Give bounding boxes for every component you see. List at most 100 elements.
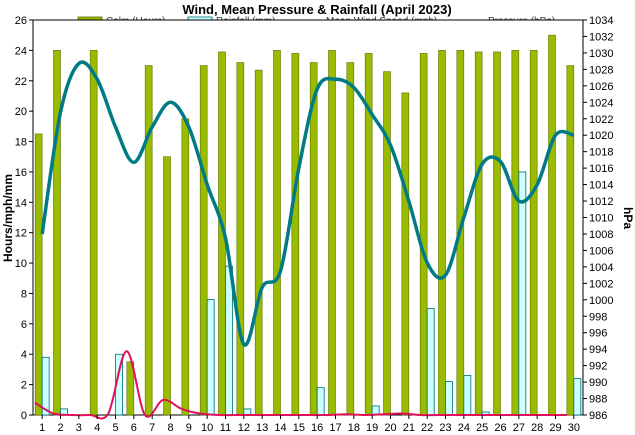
x-tick-label-23: 23: [439, 422, 451, 434]
calm-bar-day-6: [126, 361, 135, 416]
y-left-tick-label-0: 0: [21, 410, 27, 422]
y-right-tick-label-1018: 1018: [589, 147, 613, 159]
calm-bar-day-20: [383, 71, 391, 416]
chart-title: Wind, Mean Pressure & Rainfall (April 20…: [182, 2, 451, 17]
calm-bar-day-18: [346, 62, 355, 416]
x-tick-label-11: 11: [220, 422, 231, 434]
x-axis: 1 2 3 4 5 6 7 8 9 10 11 12 13 14 15 16 17 18 19 20 21 22 23 24 2…: [39, 415, 580, 434]
x-tick-label-30: 30: [568, 422, 580, 434]
plot-frame: [32, 19, 584, 416]
y-right-tick-label-992: 992: [589, 361, 607, 373]
rainfall-bar-day-24: [463, 375, 472, 416]
x-tick-label-24: 24: [458, 422, 470, 434]
y-right-tick-label-1022: 1022: [589, 114, 613, 126]
y-right-tick-label-1028: 1028: [589, 64, 613, 76]
y-left-tick-label-8: 8: [21, 288, 27, 300]
y-left-tick-label-24: 24: [15, 45, 27, 57]
x-tick-label-9: 9: [186, 422, 192, 434]
y-right-tick-label-1010: 1010: [589, 213, 613, 225]
calm-bar-day-9: [181, 118, 190, 416]
x-tick-label-13: 13: [256, 422, 268, 434]
calm-bar-day-21: [401, 92, 410, 416]
y-left-tick-label-20: 20: [15, 106, 27, 118]
y-right-tick-label-996: 996: [589, 328, 607, 340]
calm-bar-day-29: [548, 34, 556, 416]
x-tick-label-14: 14: [274, 422, 286, 434]
calm-bar-day-22: [419, 53, 428, 416]
x-tick-label-26: 26: [494, 422, 506, 434]
y-right-tick-label-1014: 1014: [589, 180, 613, 192]
calm-bar-day-8: [163, 156, 171, 416]
x-tick-label-8: 8: [167, 422, 173, 434]
rainfall-bar-day-16: [316, 387, 325, 416]
x-tick-label-21: 21: [403, 422, 415, 434]
y-right-tick-label-1000: 1000: [589, 295, 613, 307]
calm-bar-day-2: [53, 50, 61, 416]
x-tick-label-4: 4: [94, 422, 100, 434]
y-left-tick-label-18: 18: [15, 137, 27, 149]
y-right-tick-label-998: 998: [589, 311, 607, 323]
y-left-tick-label-12: 12: [15, 228, 27, 240]
y-left-tick-label-10: 10: [15, 258, 27, 270]
x-tick-label-10: 10: [201, 422, 213, 434]
y-right-tick-label-988: 988: [589, 394, 607, 406]
rainfall-bar-day-30: [573, 378, 582, 416]
x-tick-label-2: 2: [57, 422, 63, 434]
x-tick-label-22: 22: [421, 422, 433, 434]
calm-bar-day-27: [511, 50, 520, 416]
y-axis-right: 986 988 990 992 994 996 998 1000 1002 1004 1006 100…: [583, 15, 613, 422]
rainfall-bar-day-11: [225, 265, 233, 416]
calm-bar-day-30: [566, 65, 575, 416]
y-right-tick-label-1030: 1030: [589, 48, 613, 60]
calm-bar-day-17: [328, 50, 336, 416]
x-tick-label-19: 19: [366, 422, 378, 434]
y-left-tick-label-16: 16: [15, 167, 27, 179]
calm-bar-day-10: [199, 65, 208, 416]
x-tick-label-5: 5: [112, 422, 118, 434]
y-left-tick-label-2: 2: [21, 380, 27, 392]
x-tick-label-17: 17: [329, 422, 341, 434]
rainfall-bar-day-23: [445, 381, 453, 416]
pressure-line: [40, 60, 575, 347]
x-tick-label-16: 16: [311, 422, 323, 434]
calm-bar-day-4: [89, 50, 98, 416]
y-right-tick-label-1020: 1020: [589, 130, 613, 142]
x-tick-label-3: 3: [76, 422, 82, 434]
rainfall-bar-day-10: [206, 299, 215, 416]
y-left-tick-label-22: 22: [15, 76, 27, 88]
x-tick-label-29: 29: [549, 422, 561, 434]
y-right-tick-label-986: 986: [589, 410, 607, 422]
calm-bar-day-1: [34, 133, 43, 416]
x-tick-label-20: 20: [384, 422, 396, 434]
x-tick-label-12: 12: [238, 422, 250, 434]
y-left-tick-label-14: 14: [15, 197, 27, 209]
calm-bar-day-23: [438, 50, 446, 416]
calm-bar-day-13: [254, 69, 263, 416]
x-tick-label-28: 28: [531, 422, 543, 434]
y-right-tick-label-1034: 1034: [589, 15, 613, 27]
y-left-tick-label-26: 26: [15, 15, 27, 27]
x-tick-label-15: 15: [293, 422, 305, 434]
y-right-tick-label-1016: 1016: [589, 163, 613, 175]
y-axis-right-label: hPa: [621, 207, 635, 229]
x-tick-label-25: 25: [476, 422, 488, 434]
y-right-tick-label-1026: 1026: [589, 81, 613, 93]
rainfall-bar-day-27: [518, 171, 527, 416]
x-tick-label-18: 18: [348, 422, 360, 434]
x-tick-label-6: 6: [131, 422, 137, 434]
calm-bar-day-15: [291, 53, 300, 416]
y-right-tick-label-1006: 1006: [589, 245, 613, 257]
plot-area: [32, 19, 584, 420]
rainfall-bar-day-22: [426, 308, 435, 416]
calm-bar-day-12: [236, 62, 245, 416]
calm-bar-day-26: [493, 51, 501, 416]
x-tick-label-1: 1: [39, 422, 45, 434]
x-tick-label-27: 27: [513, 422, 525, 434]
y-right-tick-label-1024: 1024: [589, 97, 613, 109]
y-right-tick-label-1004: 1004: [589, 262, 613, 274]
y-left-tick-label-6: 6: [21, 319, 27, 331]
y-right-tick-label-1032: 1032: [589, 31, 613, 43]
y-right-tick-label-1002: 1002: [589, 278, 613, 290]
y-axis-left-label: Hours/mph/mm: [1, 174, 15, 262]
